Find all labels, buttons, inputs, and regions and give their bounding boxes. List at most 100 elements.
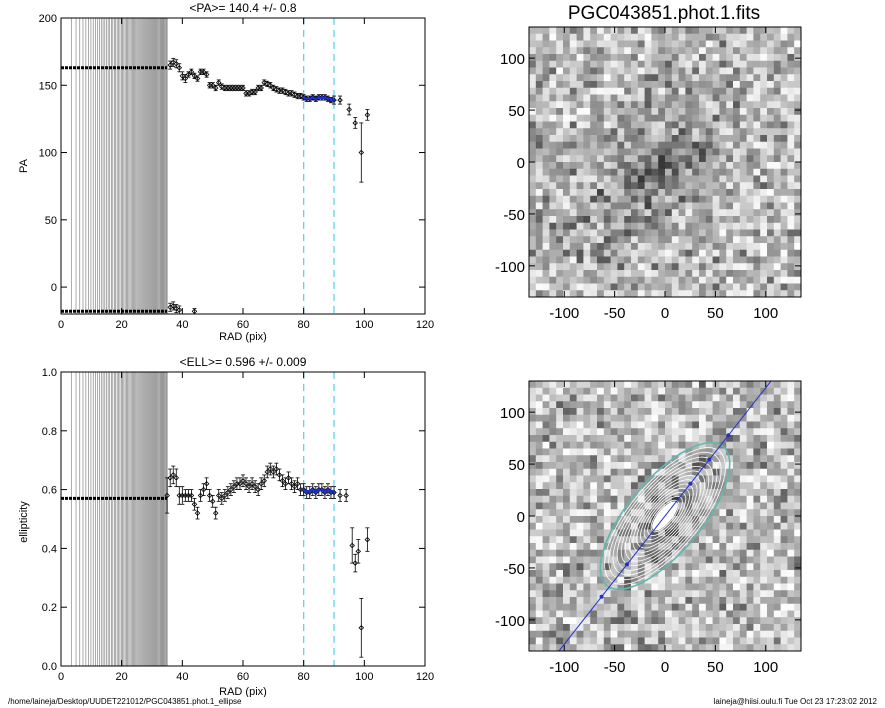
image-pixel bbox=[542, 529, 550, 537]
image-pixel bbox=[787, 401, 795, 409]
image-pixel bbox=[603, 81, 611, 89]
image-pixel bbox=[597, 610, 605, 618]
image-pixel bbox=[658, 401, 666, 409]
image-pixel bbox=[583, 33, 591, 41]
image-pixel bbox=[617, 455, 625, 463]
image-pixel bbox=[569, 236, 577, 244]
image-pixel bbox=[624, 502, 632, 510]
image-pixel bbox=[794, 270, 802, 278]
image-pixel bbox=[726, 610, 734, 618]
image-pixel bbox=[651, 47, 659, 55]
image-pixel bbox=[569, 583, 577, 591]
image-pixel bbox=[787, 408, 795, 416]
image-pixel bbox=[685, 468, 693, 476]
image-pixel bbox=[542, 462, 550, 470]
image-pixel bbox=[678, 421, 686, 429]
image-pixel bbox=[705, 536, 713, 544]
image-pixel bbox=[780, 182, 788, 190]
y-tick-label: -100 bbox=[495, 613, 525, 630]
image-pixel bbox=[753, 148, 761, 156]
image-pixel bbox=[746, 189, 754, 197]
image-pixel bbox=[726, 276, 734, 284]
image-pixel bbox=[590, 543, 598, 551]
image-pixel bbox=[535, 74, 543, 82]
image-pixel bbox=[719, 263, 727, 271]
image-pixel bbox=[780, 67, 788, 75]
image-pixel bbox=[529, 74, 537, 82]
image-pixel bbox=[658, 87, 666, 95]
image-pixel bbox=[610, 108, 618, 116]
image-pixel bbox=[617, 195, 625, 203]
image-pixel bbox=[535, 387, 543, 395]
image-pixel bbox=[794, 610, 802, 618]
image-pixel bbox=[699, 243, 707, 251]
image-pixel bbox=[563, 128, 571, 136]
image-pixel bbox=[631, 489, 639, 497]
image-pixel bbox=[699, 148, 707, 156]
image-pixel bbox=[563, 189, 571, 197]
image-pixel bbox=[692, 60, 700, 68]
image-pixel bbox=[671, 421, 679, 429]
image-pixel bbox=[760, 414, 768, 422]
image-pixel bbox=[549, 162, 557, 170]
image-pixel bbox=[563, 40, 571, 48]
image-pixel bbox=[556, 489, 564, 497]
image-pixel bbox=[685, 624, 693, 632]
image-pixel bbox=[535, 549, 543, 557]
image-pixel bbox=[658, 209, 666, 217]
image-pixel bbox=[773, 570, 781, 578]
image-pixel bbox=[658, 114, 666, 122]
image-pixel bbox=[603, 155, 611, 163]
image-pixel bbox=[624, 74, 632, 82]
image-pixel bbox=[597, 182, 605, 190]
image-pixel bbox=[767, 428, 775, 436]
image-pixel bbox=[651, 435, 659, 443]
image-pixel bbox=[685, 40, 693, 48]
image-pixel bbox=[658, 603, 666, 611]
image-pixel bbox=[678, 502, 686, 510]
image-pixel bbox=[665, 108, 673, 116]
image-pixel bbox=[773, 175, 781, 183]
image-pixel bbox=[746, 570, 754, 578]
image-pixel bbox=[658, 576, 666, 584]
image-pixel bbox=[597, 583, 605, 591]
image-pixel bbox=[719, 256, 727, 264]
data-point bbox=[273, 466, 280, 472]
image-pixel bbox=[644, 408, 652, 416]
image-pixel bbox=[794, 162, 802, 170]
image-pixel bbox=[569, 87, 577, 95]
image-pixel bbox=[556, 236, 564, 244]
image-pixel bbox=[535, 489, 543, 497]
image-pixel bbox=[794, 556, 802, 564]
image-pixel bbox=[773, 462, 781, 470]
image-pixel bbox=[733, 87, 741, 95]
image-pixel bbox=[712, 216, 720, 224]
image-pixel bbox=[651, 27, 659, 35]
image-pixel bbox=[658, 263, 666, 271]
image-pixel bbox=[549, 283, 557, 291]
image-pixel bbox=[767, 637, 775, 645]
image-pixel bbox=[773, 597, 781, 605]
image-pixel bbox=[753, 441, 761, 449]
y-tick-label: 1.0 bbox=[42, 367, 57, 379]
image-pixel bbox=[712, 583, 720, 591]
image-pixel bbox=[583, 209, 591, 217]
image-pixel bbox=[569, 394, 577, 402]
image-pixel bbox=[590, 509, 598, 517]
image-pixel bbox=[617, 81, 625, 89]
data-point bbox=[176, 307, 183, 313]
image-pixel bbox=[583, 276, 591, 284]
image-pixel bbox=[692, 209, 700, 217]
image-pixel bbox=[726, 590, 734, 598]
fit-point bbox=[305, 97, 309, 101]
image-pixel bbox=[760, 468, 768, 476]
image-pixel bbox=[665, 121, 673, 129]
image-pixel bbox=[535, 441, 543, 449]
image-pixel bbox=[794, 482, 802, 490]
image-pixel bbox=[794, 516, 802, 524]
image-pixel bbox=[678, 408, 686, 416]
image-pixel bbox=[678, 563, 686, 571]
image-pixel bbox=[610, 263, 618, 271]
image-pixel bbox=[583, 644, 591, 652]
image-pixel bbox=[542, 54, 550, 62]
